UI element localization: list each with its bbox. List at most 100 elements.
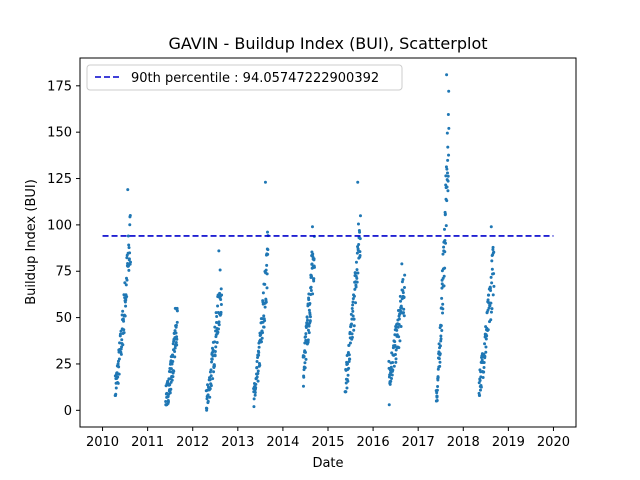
data-point — [254, 386, 258, 390]
data-point — [489, 225, 493, 229]
data-point — [164, 400, 168, 404]
data-point — [484, 350, 488, 354]
data-point — [215, 315, 219, 318]
data-point — [304, 357, 308, 361]
data-point — [442, 274, 446, 278]
data-point — [257, 353, 261, 357]
data-point — [478, 379, 482, 383]
data-point — [265, 272, 269, 276]
data-point — [355, 268, 359, 272]
data-point — [445, 171, 449, 175]
data-point — [358, 237, 362, 241]
data-point — [446, 189, 450, 193]
y-tick-label: 25 — [55, 357, 72, 372]
data-point — [124, 283, 128, 287]
data-point — [311, 292, 315, 296]
data-point — [443, 238, 447, 242]
data-point — [127, 243, 131, 247]
data-point — [351, 303, 355, 307]
data-point — [435, 398, 439, 402]
data-point — [118, 332, 122, 336]
data-point — [206, 383, 210, 387]
data-point — [308, 315, 312, 319]
data-point — [175, 320, 179, 324]
data-point — [447, 126, 451, 130]
data-point — [307, 308, 311, 312]
data-point — [175, 306, 179, 310]
data-point — [166, 394, 170, 398]
data-point — [489, 318, 493, 322]
y-tick-label: 0 — [64, 404, 72, 419]
data-point — [169, 387, 173, 391]
data-point — [351, 314, 355, 318]
data-point — [125, 278, 129, 282]
data-point — [217, 323, 221, 327]
data-point — [169, 370, 173, 374]
data-point — [390, 373, 394, 377]
x-tick-label: 2017 — [402, 435, 435, 450]
data-point — [489, 301, 493, 305]
data-point — [402, 307, 406, 311]
data-point — [437, 357, 441, 361]
data-point — [213, 325, 217, 329]
data-point — [358, 214, 362, 218]
data-point — [402, 286, 406, 290]
data-point — [443, 212, 447, 216]
data-point — [358, 253, 362, 257]
data-point — [175, 343, 179, 347]
data-point — [444, 241, 448, 245]
data-point — [397, 317, 401, 321]
data-point — [166, 379, 170, 383]
data-point — [303, 361, 307, 365]
data-point — [436, 378, 440, 382]
data-point — [348, 341, 352, 345]
data-point — [401, 291, 405, 295]
data-point — [483, 342, 487, 346]
data-point — [347, 366, 351, 370]
y-tick-label: 50 — [55, 311, 72, 326]
data-point — [445, 199, 449, 203]
data-point — [117, 357, 121, 361]
data-point — [391, 360, 395, 364]
data-point — [347, 343, 351, 347]
data-point — [257, 351, 261, 355]
data-point — [441, 307, 445, 311]
data-point — [256, 379, 260, 383]
data-point — [355, 276, 359, 280]
data-point — [172, 369, 176, 373]
data-point — [443, 250, 447, 254]
data-point — [445, 185, 449, 189]
data-point — [306, 338, 310, 342]
data-point — [346, 373, 350, 377]
data-point — [312, 265, 316, 269]
data-point — [312, 279, 316, 283]
data-point — [127, 257, 131, 261]
data-point — [219, 310, 223, 314]
data-point — [348, 330, 352, 334]
data-point — [263, 180, 267, 184]
data-point — [439, 337, 443, 341]
data-point — [260, 336, 264, 340]
data-point — [307, 298, 311, 302]
data-point — [446, 113, 450, 117]
x-tick-label: 2013 — [221, 435, 254, 450]
data-point — [310, 275, 314, 279]
data-point — [219, 297, 223, 301]
data-point — [393, 333, 397, 337]
data-point — [480, 358, 484, 362]
data-point — [441, 311, 445, 315]
data-point — [306, 340, 310, 344]
data-point — [173, 346, 177, 350]
data-point — [483, 354, 487, 358]
y-tick-label: 75 — [55, 265, 72, 280]
data-point — [217, 320, 221, 324]
data-point — [308, 313, 312, 316]
data-point — [490, 281, 494, 285]
data-point — [397, 346, 401, 350]
data-point — [312, 257, 316, 261]
data-point — [310, 262, 314, 266]
data-point — [171, 359, 175, 363]
chart-title: GAVIN - Buildup Index (BUI), Scatterplot — [168, 34, 487, 53]
data-point — [214, 311, 218, 315]
y-axis-label: Buildup Index (BUI) — [24, 179, 39, 305]
